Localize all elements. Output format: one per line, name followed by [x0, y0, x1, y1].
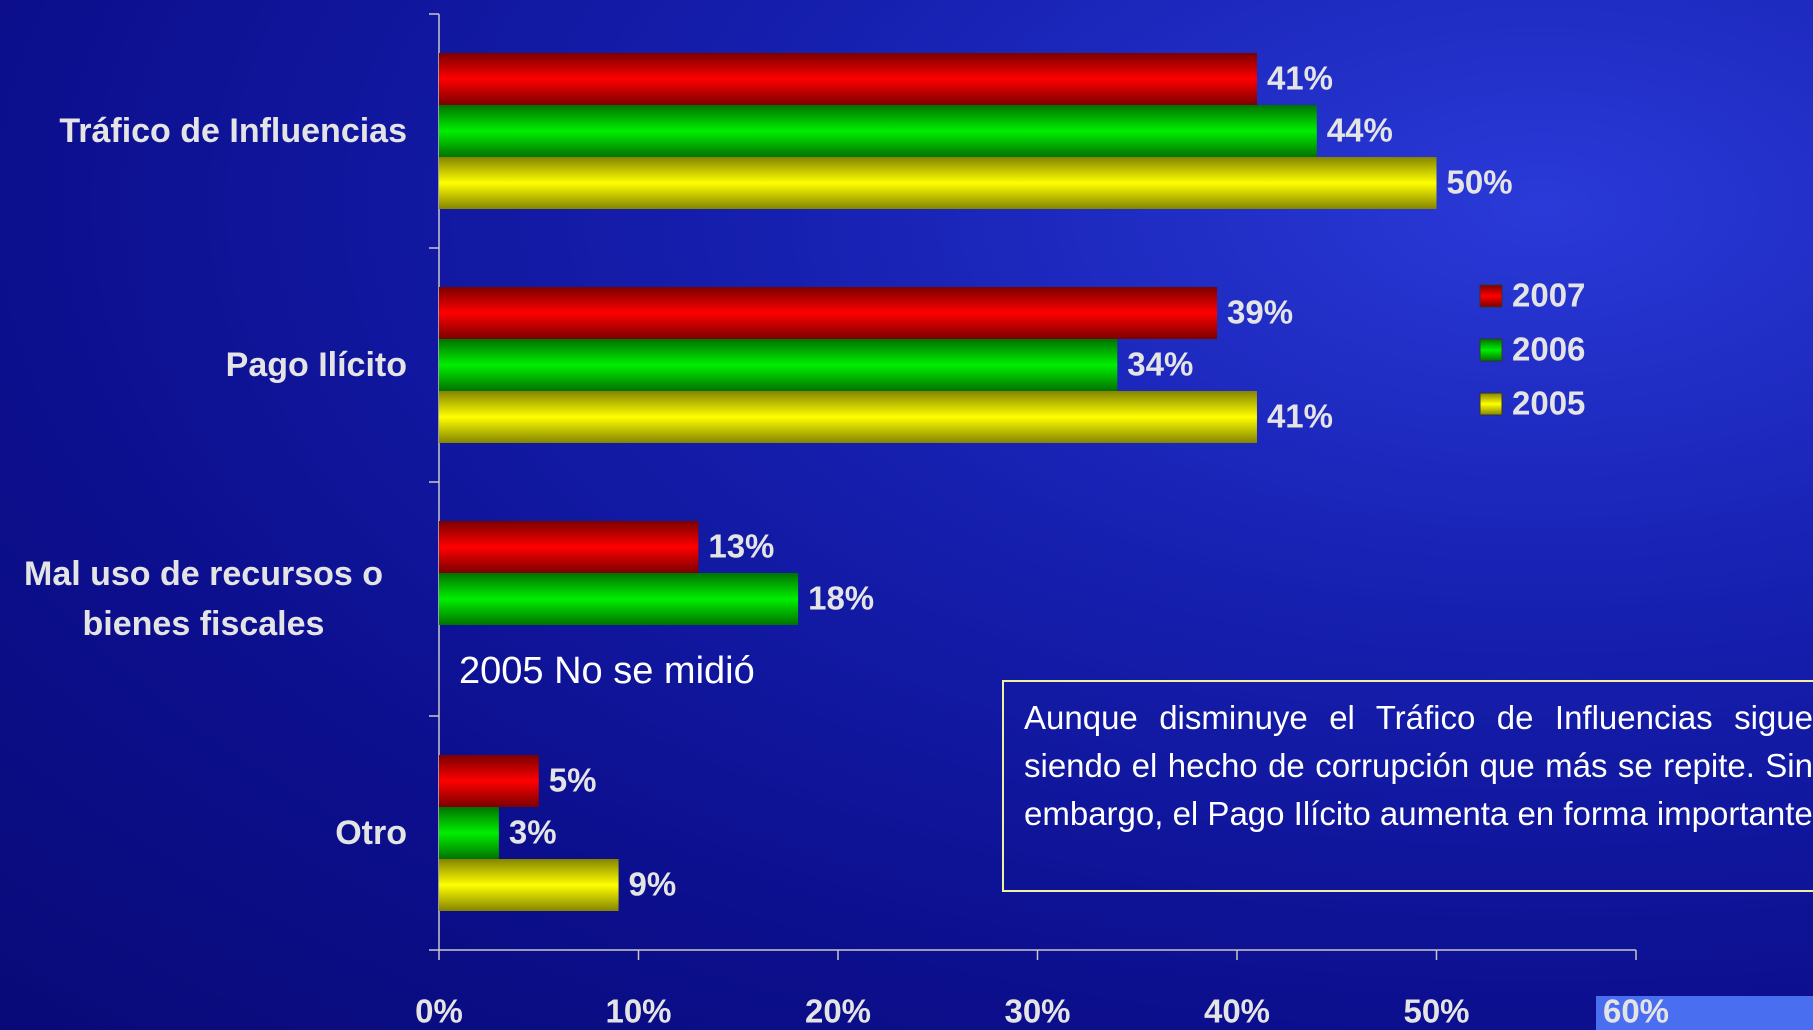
legend-swatch: [1479, 392, 1503, 416]
value-label: 39%: [1227, 294, 1293, 331]
category-text: Tráfico de Influencias: [59, 112, 407, 150]
bar: [439, 339, 1118, 391]
x-tick-label: 30%: [1004, 993, 1070, 1030]
bar: [439, 391, 1257, 443]
category-label: Pago Ilícito: [226, 340, 407, 390]
category-label: Tráfico de Influencias: [59, 106, 407, 156]
bar: [439, 859, 619, 911]
bar: [439, 53, 1257, 105]
category-text: Otro: [335, 814, 407, 852]
bar: [439, 755, 539, 807]
value-label: 50%: [1447, 164, 1513, 201]
x-tick-label: 0%: [415, 993, 463, 1030]
annotation: 2005 No se midió: [459, 650, 755, 692]
bar: [439, 105, 1317, 157]
value-label: 13%: [708, 528, 774, 565]
category-label: Otro: [335, 808, 407, 858]
category-text: Pago Ilícito: [225, 346, 407, 384]
legend-swatch: [1479, 284, 1503, 308]
value-label: 3%: [509, 814, 557, 851]
x-tick-label: 20%: [805, 993, 871, 1030]
bar: [439, 521, 699, 573]
category-label: Mal uso de recursos o bienes fiscales: [0, 549, 407, 649]
x-tick-label: 50%: [1403, 993, 1469, 1030]
value-label: 9%: [629, 866, 677, 903]
comment-box: Aunque disminuye el Tráfico de Influenci…: [1002, 680, 1813, 892]
value-label: 34%: [1127, 346, 1193, 383]
value-label: 41%: [1267, 398, 1333, 435]
bar: [439, 807, 499, 859]
value-label: 5%: [549, 762, 597, 799]
legend-label: 2006: [1512, 331, 1585, 368]
x-tick-label: 40%: [1204, 993, 1270, 1030]
value-label: 18%: [808, 580, 874, 617]
category-text: Mal uso de recursos o bienes fiscales: [24, 555, 383, 643]
x-tick-label: 10%: [605, 993, 671, 1030]
bar: [439, 573, 799, 625]
tick-highlight: [1596, 996, 1813, 1030]
legend-label: 2005: [1512, 385, 1585, 422]
bar: [439, 287, 1218, 339]
legend-swatch: [1479, 338, 1503, 362]
bar: [439, 157, 1437, 209]
value-label: 44%: [1327, 112, 1393, 149]
x-tick-label: 60%: [1603, 993, 1669, 1030]
value-label: 41%: [1267, 60, 1333, 97]
legend-label: 2007: [1512, 277, 1585, 314]
